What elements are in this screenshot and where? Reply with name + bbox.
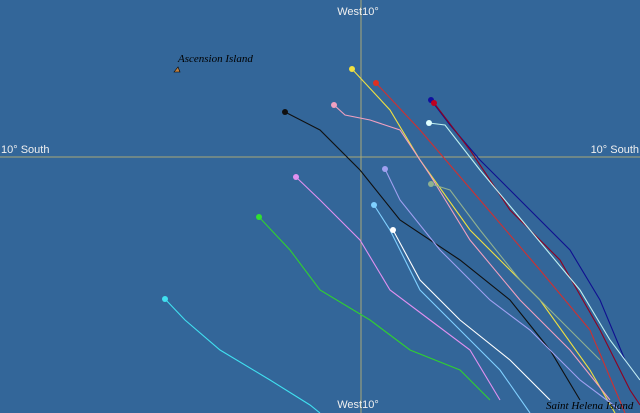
start-point [371, 202, 377, 208]
track [430, 183, 601, 361]
drifter-tracks [164, 68, 640, 413]
track [258, 216, 491, 401]
track [164, 298, 321, 413]
parallel-label: 10° South [1, 144, 49, 156]
place-label: Saint Helena Island [546, 400, 634, 412]
island-marker [173, 66, 181, 73]
place-label: Ascension Island [177, 53, 253, 65]
start-point [293, 174, 299, 180]
track [392, 229, 551, 401]
start-point [428, 181, 434, 187]
track [351, 68, 616, 413]
start-point [382, 166, 388, 172]
start-point [331, 102, 337, 108]
start-point [431, 100, 437, 106]
start-point [256, 214, 262, 220]
track [375, 82, 626, 413]
track [373, 204, 531, 413]
meridian-label: West10° [337, 6, 379, 18]
track [428, 122, 640, 381]
start-point [390, 227, 396, 233]
track [433, 102, 640, 406]
meridian-label: West10° [337, 399, 379, 411]
start-point [349, 66, 355, 72]
track-start-points [162, 66, 437, 302]
track [295, 176, 501, 401]
parallel-label: 10° South [591, 144, 639, 156]
start-point [282, 109, 288, 115]
track [284, 111, 581, 401]
start-point [373, 80, 379, 86]
start-point [426, 120, 432, 126]
start-point [162, 296, 168, 302]
track [333, 104, 611, 401]
track [384, 168, 621, 411]
